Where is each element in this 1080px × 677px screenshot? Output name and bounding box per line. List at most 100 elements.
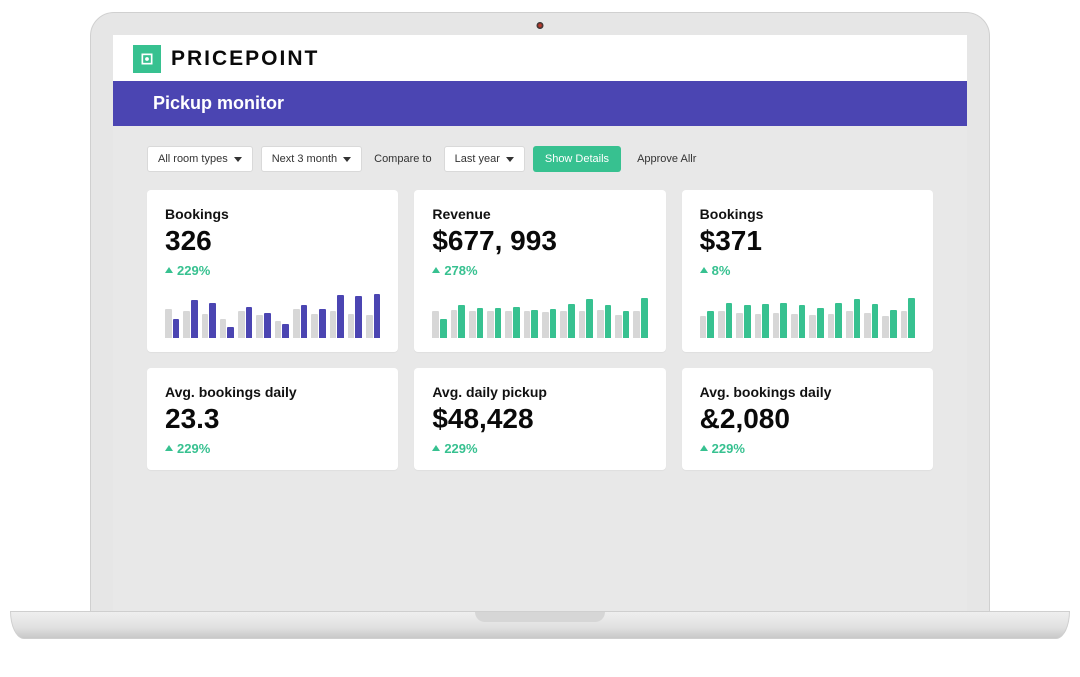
chart-bar-fg	[744, 305, 751, 338]
chart-bar-bg	[809, 315, 816, 338]
chart-bar-pair	[183, 290, 197, 338]
chart-bar-bg	[366, 315, 373, 338]
chart-bar-bg	[736, 313, 743, 338]
chart-bar-pair	[256, 290, 270, 338]
chart-bar-pair	[579, 290, 593, 338]
chart-bar-bg	[505, 311, 512, 338]
chart-bar-pair	[755, 290, 769, 338]
chart-bar-pair	[560, 290, 574, 338]
chart-bar-bg	[469, 311, 476, 338]
chart-bar-pair	[700, 290, 714, 338]
kpi-card-title: Avg. daily pickup	[432, 384, 647, 400]
chart-bar-fg	[246, 307, 253, 338]
kpi-card-value: $48,428	[432, 404, 647, 435]
kpi-card-trend-pct: 229%	[177, 441, 210, 456]
compare-dropdown[interactable]: Last year	[444, 146, 525, 172]
chart-bar-fg	[623, 311, 630, 337]
cards-grid: Bookings326229% Revenue $677, 993 278% Booki…	[147, 190, 933, 470]
kpi-card-revenue: Revenue $677, 993 278%	[414, 190, 665, 352]
page-title-bar: Pickup monitor	[113, 81, 967, 126]
kpi-card-value: 23.3	[165, 404, 380, 435]
chart-bar-fg	[780, 303, 787, 338]
chevron-up-icon	[432, 267, 440, 273]
chart-bar-bg	[700, 316, 707, 338]
kpi-card-trend: 229%	[700, 441, 915, 456]
chart-bar-fg	[191, 300, 198, 337]
chart-bar-bg	[202, 314, 209, 338]
chart-bar-pair	[505, 290, 519, 338]
show-details-button[interactable]: Show Details	[533, 146, 621, 172]
kpi-card-bookings-1: Bookings326229%	[147, 190, 398, 352]
chart-bar-fg	[908, 298, 915, 337]
chart-bar-pair	[828, 290, 842, 338]
laptop-frame: PRICEPOINT Pickup monitor All room types…	[90, 12, 990, 612]
kpi-card-title: Bookings	[700, 206, 915, 222]
kpi-card-chart	[165, 290, 380, 338]
brand-logo-text: PRICEPOINT	[171, 47, 319, 71]
filter-bar: All room types Next 3 month Compare to L…	[147, 146, 933, 172]
chart-bar-fg	[854, 299, 861, 337]
period-label: Next 3 month	[272, 153, 337, 165]
chart-bar-fg	[440, 319, 447, 338]
kpi-card-trend: 229%	[432, 441, 647, 456]
chart-bar-fg	[726, 303, 733, 338]
chart-bar-pair	[432, 290, 446, 338]
kpi-card-title: Revenue	[432, 206, 647, 222]
content-area: All room types Next 3 month Compare to L…	[113, 126, 967, 490]
chart-bar-pair	[451, 290, 465, 338]
chart-bar-bg	[773, 313, 780, 338]
chart-bar-fg	[890, 310, 897, 338]
chart-bar-pair	[524, 290, 538, 338]
chart-bar-pair	[791, 290, 805, 338]
chart-bar-fg	[568, 304, 575, 338]
approve-all-button[interactable]: Approve Allr	[629, 147, 704, 171]
chevron-down-icon	[234, 157, 242, 162]
chart-bar-pair	[330, 290, 344, 338]
room-type-dropdown[interactable]: All room types	[147, 146, 253, 172]
kpi-card-title: Avg. bookings daily	[700, 384, 915, 400]
chart-bar-pair	[165, 290, 179, 338]
chart-bar-bg	[718, 311, 725, 337]
chart-bar-pair	[773, 290, 787, 338]
chart-bar-bg	[542, 312, 549, 338]
chart-bar-fg	[707, 311, 714, 337]
chart-bar-fg	[799, 305, 806, 338]
chart-bar-pair	[736, 290, 750, 338]
chart-bar-bg	[755, 314, 762, 338]
period-dropdown[interactable]: Next 3 month	[261, 146, 362, 172]
chart-bar-pair	[366, 290, 380, 338]
chart-bar-fg	[762, 304, 769, 338]
kpi-card-trend: 278%	[432, 263, 647, 278]
chart-bar-pair	[469, 290, 483, 338]
chart-bar-fg	[374, 294, 381, 338]
chart-bar-pair	[597, 290, 611, 338]
chart-bar-pair	[718, 290, 732, 338]
chevron-up-icon	[432, 445, 440, 451]
chart-bar-pair	[238, 290, 252, 338]
chart-bar-bg	[256, 315, 263, 338]
chart-bar-fg	[173, 319, 180, 338]
chart-bar-bg	[275, 321, 282, 338]
chart-bar-pair	[220, 290, 234, 338]
chart-bar-pair	[809, 290, 823, 338]
chart-bar-fg	[458, 305, 465, 338]
chart-bar-fg	[531, 310, 538, 338]
kpi-card-title: Avg. bookings daily	[165, 384, 380, 400]
kpi-card-trend-pct: 8%	[712, 263, 731, 278]
chart-bar-bg	[791, 314, 798, 338]
brand-logo-icon	[133, 45, 161, 73]
kpi-card-avg-bookings-daily-1: Avg. bookings daily 23.3 229%	[147, 368, 398, 470]
chart-bar-pair	[275, 290, 289, 338]
chart-bar-bg	[597, 310, 604, 338]
kpi-card-avg-daily-pickup: Avg. daily pickup $48,428 229%	[414, 368, 665, 470]
chart-bar-bg	[579, 311, 586, 337]
chart-bar-fg	[337, 295, 344, 338]
chart-bar-fg	[586, 299, 593, 337]
chart-bar-bg	[293, 309, 300, 338]
chart-bar-bg	[615, 315, 622, 338]
kpi-card-value: $677, 993	[432, 226, 647, 257]
laptop-camera	[537, 22, 544, 29]
page-title: Pickup monitor	[153, 93, 284, 113]
room-type-label: All room types	[158, 153, 228, 165]
top-bar: PRICEPOINT	[113, 35, 967, 81]
